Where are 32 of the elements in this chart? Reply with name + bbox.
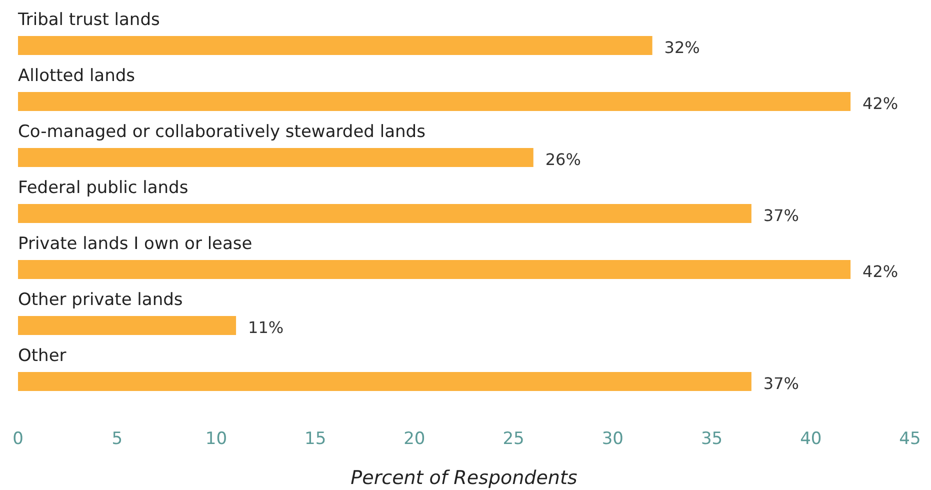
bar: [18, 372, 752, 391]
y-tick-label: Tribal trust lands: [17, 10, 160, 30]
y-tick-label: Federal public lands: [18, 178, 188, 198]
x-tick-label: 25: [502, 429, 524, 449]
x-tick-label: 15: [304, 429, 326, 449]
x-tick-label: 40: [800, 429, 822, 449]
y-tick-label: Other: [18, 346, 66, 366]
data-label: 32%: [664, 38, 700, 57]
bar: [18, 204, 752, 223]
y-tick-label: Private lands I own or lease: [18, 234, 252, 254]
bar: [18, 92, 851, 111]
data-label: 37%: [763, 206, 799, 225]
data-label: 11%: [248, 318, 284, 337]
x-tick-label: 20: [404, 429, 426, 449]
bar: [18, 148, 534, 167]
data-label: 26%: [545, 150, 581, 169]
x-tick-label: 10: [205, 429, 228, 449]
x-tick-label: 45: [899, 429, 921, 449]
x-tick-label: 35: [700, 429, 723, 449]
y-tick-label: Other private lands: [18, 290, 183, 310]
x-tick-label: 5: [112, 429, 123, 449]
bar: [18, 260, 851, 279]
x-tick-label: 0: [12, 429, 24, 449]
y-tick-label: Allotted lands: [18, 66, 136, 86]
data-label: 42%: [862, 262, 898, 281]
bar: [18, 316, 236, 335]
data-label: 42%: [862, 94, 898, 113]
bar: [18, 36, 652, 55]
x-tick-label: 30: [602, 429, 624, 449]
x-axis-title: Percent of Respondents: [350, 467, 578, 489]
data-label: 37%: [763, 374, 799, 393]
y-tick-label: Co-managed or collaboratively stewarded lands: [18, 122, 426, 142]
